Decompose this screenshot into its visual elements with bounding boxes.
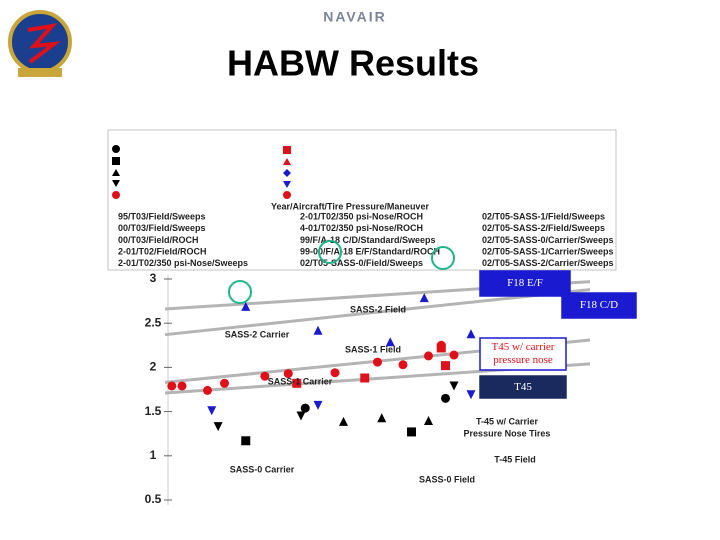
data-point: [260, 371, 270, 381]
annotation: SASS-1 Carrier: [268, 376, 333, 386]
callout: T45 w/ carrier pressure nose: [491, 341, 555, 366]
callout: F18 E/F: [507, 277, 543, 289]
data-point: [424, 415, 433, 425]
data-point: [213, 422, 223, 432]
callout-text: T45: [514, 380, 532, 393]
data-point: [203, 385, 212, 395]
y-tick-label: 2: [150, 360, 157, 374]
data-point: [419, 293, 429, 303]
data-point: [377, 413, 387, 423]
legend-item: 02/T05-SASS-2/Carrier/Sweeps: [482, 258, 614, 268]
data-point: [292, 378, 302, 388]
data-point: [449, 350, 459, 360]
legend-item: 00/T03/Field/Sweeps: [118, 223, 206, 233]
callout: F18 C/D: [579, 299, 619, 311]
data-point: [300, 403, 310, 413]
data-point: [220, 378, 229, 388]
legend-item: 2-01/T02/350 psi-Nose/ROCH: [300, 211, 423, 221]
annotation: SASS-2 Carrier: [225, 329, 290, 339]
data-point: [441, 393, 450, 403]
data-point: [466, 390, 476, 400]
slide-title: HABW Results: [227, 43, 479, 84]
callout: T45: [514, 380, 532, 393]
data-point: [441, 361, 450, 371]
legend-item: 02/T05-SASS-1/Carrier/Sweeps: [482, 246, 614, 256]
callout-text: F18 C/D: [579, 299, 619, 311]
data-point: [330, 368, 340, 378]
data-point: [167, 381, 177, 391]
squadron-logo: [8, 10, 72, 77]
legend-item: 02/T05-SASS-1/Field/Sweeps: [482, 211, 605, 221]
callout-box: [479, 270, 571, 297]
legend-item: 95/T03/Field/Sweeps: [118, 211, 206, 221]
data-point: [466, 329, 476, 339]
data-point: [424, 351, 433, 361]
legend-symbols: [112, 145, 291, 199]
data-point: [373, 357, 382, 367]
data-point: [313, 325, 323, 335]
data-point: [360, 373, 370, 383]
data-point: [241, 436, 251, 446]
legend-item: 99-00/F/A-18 E/F/Standard/ROCH: [300, 246, 440, 256]
legend-item: 02/T05-SASS-0/Field/Sweeps: [300, 258, 423, 268]
annotation: SASS-0 Carrier: [230, 464, 295, 474]
data-point: [385, 337, 395, 347]
callout-text: T45 w/ carrier pressure nose: [491, 341, 555, 366]
legend-item: 02/T05-SASS-2/Field/Sweeps: [482, 223, 605, 233]
annotation: SASS-1 Field: [345, 344, 401, 354]
legend-item: 4-01/T02/350 psi-Nose/ROCH: [300, 223, 423, 233]
y-tick-label: 3: [150, 271, 157, 285]
callout-box: [561, 292, 637, 319]
legend-items: 95/T03/Field/Sweeps 00/T03/Field/Sweeps 00…: [118, 211, 614, 268]
legend-heading: Year/Aircraft/Tire Pressure/Maneuver: [271, 201, 429, 211]
y-tick-label: 0.5: [145, 492, 162, 506]
data-point: [283, 369, 293, 379]
legend-item: 02/T05-SASS-0/Carrier/Sweeps: [482, 235, 614, 245]
annotation: Pressure Nose Tires: [464, 428, 551, 438]
y-tick-label: 1: [150, 448, 157, 462]
trend-line: [164, 288, 591, 337]
annotation: T-45 Field: [494, 454, 536, 464]
data-point: [449, 381, 459, 391]
data-point: [436, 343, 446, 353]
callout-box: [479, 375, 567, 399]
data-point: [339, 416, 348, 426]
callout-box: [479, 337, 567, 371]
callout-text: F18 E/F: [507, 277, 543, 289]
y-tick-label: 1.5: [145, 404, 162, 418]
data-point: [313, 400, 323, 410]
legend-box: [107, 129, 617, 271]
annotation: SASS-2 Field: [350, 304, 406, 314]
legend-item: 00/T03/Field/ROCH: [118, 235, 199, 245]
data-point: [177, 381, 187, 391]
annotation: T-45 w/ Carrier: [476, 416, 539, 426]
data-point: [407, 427, 416, 437]
legend-item: 2-01/T02/Field/ROCH: [118, 246, 207, 256]
legend-item: 99/F/A-18 C/D/Standard/Sweeps: [300, 235, 436, 245]
annotation: SASS-0 Field: [419, 474, 475, 484]
y-tick-label: 2.5: [145, 315, 162, 329]
data-point: [207, 406, 217, 416]
data-point: [296, 411, 306, 421]
legend-item: 2-01/T02/350 psi-Nose/Sweeps: [118, 258, 248, 268]
data-point: [398, 360, 408, 370]
data-point: [241, 301, 251, 311]
navair-logo: NAVAIR: [323, 9, 387, 25]
highlight-circles: [228, 240, 455, 304]
callouts: F18 E/F F18 C/D T45 w/ carrier pressure no…: [479, 270, 637, 399]
